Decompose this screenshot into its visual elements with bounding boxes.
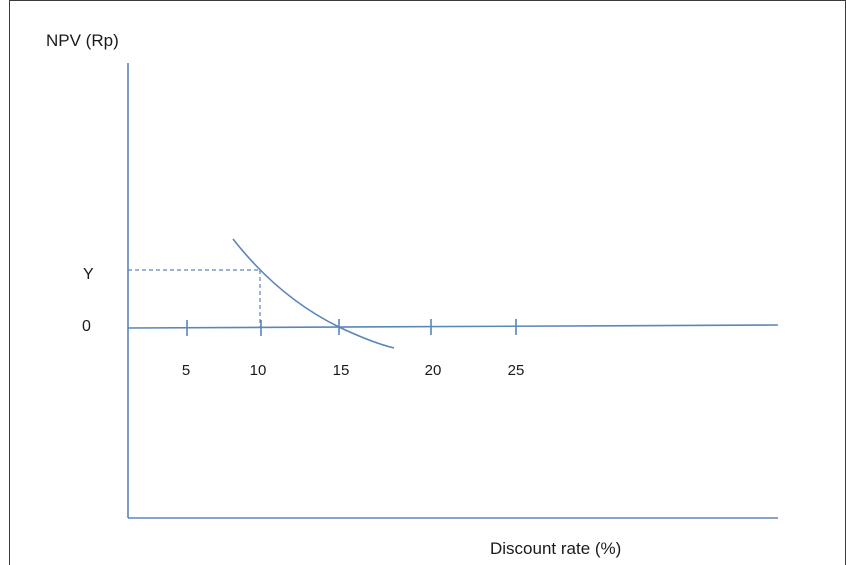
tick-label-20: 20 [425,362,442,379]
tick-label-15: 15 [333,362,350,379]
y-label-zero: 0 [82,318,91,335]
tick-label-10: 10 [250,362,267,379]
x-tick-labels: 5 10 15 20 25 [182,362,525,379]
y-label-Y: Y [83,266,94,283]
y-axis-title: NPV (Rp) [46,31,119,50]
tick-label-25: 25 [508,362,525,379]
x-axis-title: Discount rate (%) [490,539,621,558]
tick-label-5: 5 [182,362,190,379]
zero-line [127,324,779,329]
npv-curve [232,238,395,349]
diagram-frame [9,0,846,565]
